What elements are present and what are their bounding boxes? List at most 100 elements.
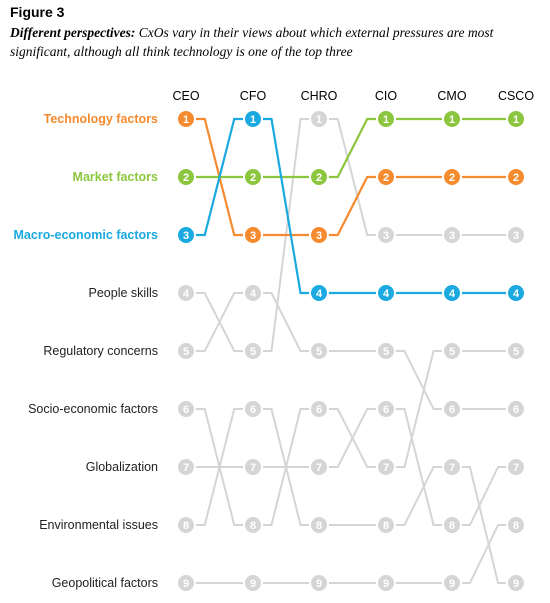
rank-number: 8: [383, 520, 389, 532]
rank-number: 2: [183, 172, 189, 184]
rank-number: 4: [316, 288, 323, 300]
rank-number: 7: [316, 462, 322, 474]
rank-marker-technology-factors: [245, 227, 261, 243]
rank-marker-regulatory-concerns: [444, 401, 460, 417]
rank-marker-market-factors: [245, 169, 261, 185]
rank-marker-socio-economic-factors: [444, 343, 460, 359]
rank-marker-environmental-issues: [311, 517, 327, 533]
rank-number: 6: [383, 404, 389, 416]
rank-number: 2: [513, 172, 519, 184]
rank-number: 9: [449, 578, 455, 590]
rank-number: 3: [316, 230, 322, 242]
rank-number: 6: [513, 404, 519, 416]
rank-marker-geopolitical-factors: [311, 575, 327, 591]
rank-number: 1: [513, 114, 519, 126]
rank-marker-regulatory-concerns: [178, 343, 194, 359]
rank-marker-geopolitical-factors: [178, 575, 194, 591]
rank-marker-market-factors: [508, 111, 524, 127]
row-label-people-skills: People skills: [89, 286, 158, 300]
rank-marker-technology-factors: [311, 227, 327, 243]
rank-number: 3: [383, 230, 389, 242]
rank-marker-geopolitical-factors: [444, 575, 460, 591]
column-label-cmo: CMO: [437, 89, 466, 103]
rank-marker-macro-economic-factors: [178, 227, 194, 243]
muted-series-lines: [186, 118, 516, 584]
rank-marker-macro-economic-factors: [311, 285, 327, 301]
rank-marker-environmental-issues: [378, 517, 394, 533]
rank-number: 5: [513, 346, 519, 358]
row-label-globalization: Globalization: [86, 460, 158, 474]
rank-marker-market-factors: [378, 111, 394, 127]
column-label-chro: CHRO: [301, 89, 338, 103]
row-label-geopolitical-factors: Geopolitical factors: [52, 576, 158, 590]
series-line-market-factors: [186, 117, 516, 179]
rank-number: 3: [449, 230, 455, 242]
rank-number: 1: [316, 114, 322, 126]
rank-number: 6: [183, 404, 189, 416]
rank-marker-environmental-issues: [508, 575, 524, 591]
rank-number: 7: [513, 462, 519, 474]
rank-number: 8: [513, 520, 519, 532]
rank-number: 5: [383, 346, 389, 358]
rank-number: 8: [316, 520, 322, 532]
rank-marker-people-skills: [378, 227, 394, 243]
rank-number: 4: [513, 288, 520, 300]
row-label-macro-economic-factors: Macro-economic factors: [14, 228, 159, 242]
rank-number: 2: [383, 172, 389, 184]
rank-marker-globalization: [378, 401, 394, 417]
rank-number: 6: [449, 404, 455, 416]
rank-number: 2: [250, 172, 256, 184]
rank-marker-people-skills: [444, 227, 460, 243]
rank-marker-geopolitical-factors: [378, 575, 394, 591]
rank-number: 9: [183, 578, 189, 590]
figure-heading: Figure 3 Different perspectives: CxOs va…: [10, 4, 545, 61]
rank-number: 6: [316, 404, 322, 416]
rank-number: 8: [250, 520, 256, 532]
rank-number: 7: [250, 462, 256, 474]
rank-marker-market-factors: [311, 169, 327, 185]
rank-number: 4: [183, 288, 190, 300]
rank-chart: CEO CFO CHRO CIO CMO CSCO Technology factors M…: [14, 89, 534, 593]
rank-number: 6: [250, 404, 256, 416]
rank-marker-socio-economic-factors: [378, 459, 394, 475]
rank-marker-environmental-issues: [178, 517, 194, 533]
rank-number: 4: [449, 288, 456, 300]
rank-marker-environmental-issues: [444, 459, 460, 475]
rank-markers: 4 5 1 3 3 3 5 4 5 5 6 6 6 8 6 7 5 5 7 7 7 6 8 7 8 6 8 8 7 9 9 9 9 9 9 8 1 3 3 2…: [176, 109, 526, 593]
rank-marker-regulatory-concerns: [311, 343, 327, 359]
rank-number: 5: [250, 346, 256, 358]
rank-number: 3: [183, 230, 189, 242]
series-line-environmental-issues: [186, 408, 516, 584]
rank-number: 5: [449, 346, 455, 358]
rank-marker-macro-economic-factors: [508, 285, 524, 301]
row-label-socio-economic-factors: Socio-economic factors: [28, 402, 158, 416]
rank-marker-socio-economic-factors: [245, 517, 261, 533]
rank-number: 7: [183, 462, 189, 474]
highlight-series-lines: [186, 117, 516, 295]
rank-marker-regulatory-concerns: [245, 285, 261, 301]
rank-marker-people-skills: [508, 227, 524, 243]
rank-marker-market-factors: [444, 111, 460, 127]
rank-number: 1: [383, 114, 389, 126]
rank-number: 9: [250, 578, 256, 590]
column-label-cfo: CFO: [240, 89, 267, 103]
rank-marker-people-skills: [178, 285, 194, 301]
column-label-cio: CIO: [375, 89, 398, 103]
rank-marker-geopolitical-factors: [508, 517, 524, 533]
rank-number: 9: [316, 578, 322, 590]
series-line-socio-economic-factors: [186, 350, 516, 526]
rank-marker-geopolitical-factors: [245, 575, 261, 591]
subtitle-lead: Different perspectives:: [10, 25, 136, 40]
rank-number: 4: [250, 288, 257, 300]
rank-marker-environmental-issues: [245, 401, 261, 417]
rank-marker-technology-factors: [444, 169, 460, 185]
rank-marker-regulatory-concerns: [378, 343, 394, 359]
series-line-macro-economic-factors: [186, 117, 516, 295]
figure-label: Figure 3: [10, 4, 65, 20]
row-label-regulatory-concerns: Regulatory concerns: [43, 344, 158, 358]
rank-marker-people-skills: [311, 111, 327, 127]
rank-marker-regulatory-concerns: [508, 401, 524, 417]
rank-number: 7: [383, 462, 389, 474]
rank-number: 8: [449, 520, 455, 532]
rank-number: 1: [449, 114, 455, 126]
